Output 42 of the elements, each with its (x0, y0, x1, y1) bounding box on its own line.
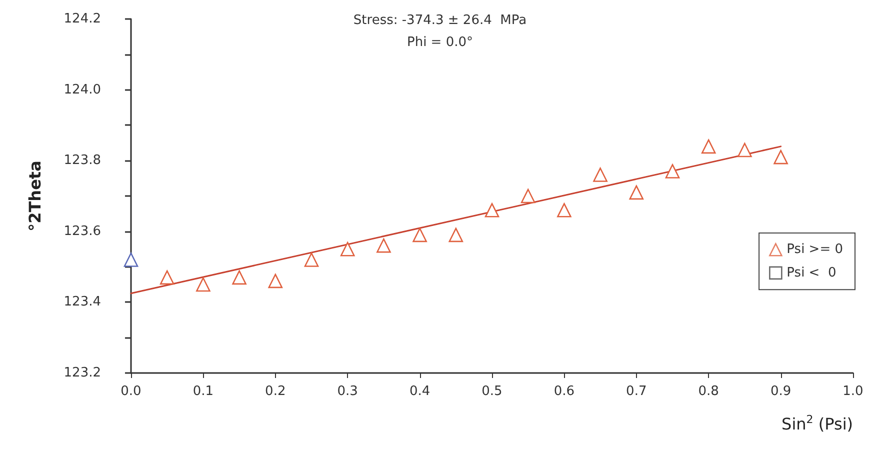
x-tick-label: 0.5 (482, 384, 502, 399)
point (593, 168, 608, 182)
point (304, 252, 319, 267)
point (738, 142, 752, 158)
point (520, 188, 536, 204)
legend-label: Psi >= 0 (786, 242, 844, 258)
point (268, 274, 283, 288)
y-tick-label: 124.2 (64, 12, 101, 26)
annotation: Stress: -374.3 ± 26.4 MPa (353, 13, 527, 28)
point (484, 203, 500, 218)
point (376, 238, 391, 253)
y-tick-label: 123.4 (64, 294, 101, 310)
y-tick-label: 124.0 (64, 82, 101, 98)
x-tick-label: 0.4 (409, 384, 430, 399)
point (557, 203, 572, 218)
x-tick-label: 0.3 (337, 384, 358, 399)
x-tick-label: 0.7 (626, 384, 647, 399)
point (160, 270, 174, 285)
y-tick-label: 123.6 (64, 224, 101, 239)
y-axis-title: °2Theta (26, 160, 44, 232)
point (196, 277, 210, 292)
y-tick-label: 123.2 (64, 366, 101, 380)
point (448, 228, 464, 242)
legend-label: Psi < 0 (786, 265, 836, 280)
point (232, 270, 246, 285)
x-axis-title: Sin$^{2}$ (Psi) (782, 413, 853, 434)
point (629, 185, 644, 200)
x-tick-label: 0.0 (120, 384, 142, 399)
x-tick-label: 0.1 (192, 384, 214, 399)
x-tick-label: 0.9 (770, 384, 792, 399)
point (701, 139, 716, 154)
annotation: Phi = 0.0° (406, 35, 474, 50)
x-tick-label: 0.8 (698, 384, 719, 399)
x-tick-label: 1.0 (842, 384, 864, 399)
x-tick-label: 0.6 (554, 384, 575, 399)
point (774, 150, 788, 164)
point (340, 242, 355, 256)
point (665, 164, 680, 178)
point (124, 252, 138, 267)
point (412, 228, 427, 242)
y-tick-label: 123.8 (64, 153, 101, 168)
x-tick-label: 0.2 (265, 384, 286, 399)
